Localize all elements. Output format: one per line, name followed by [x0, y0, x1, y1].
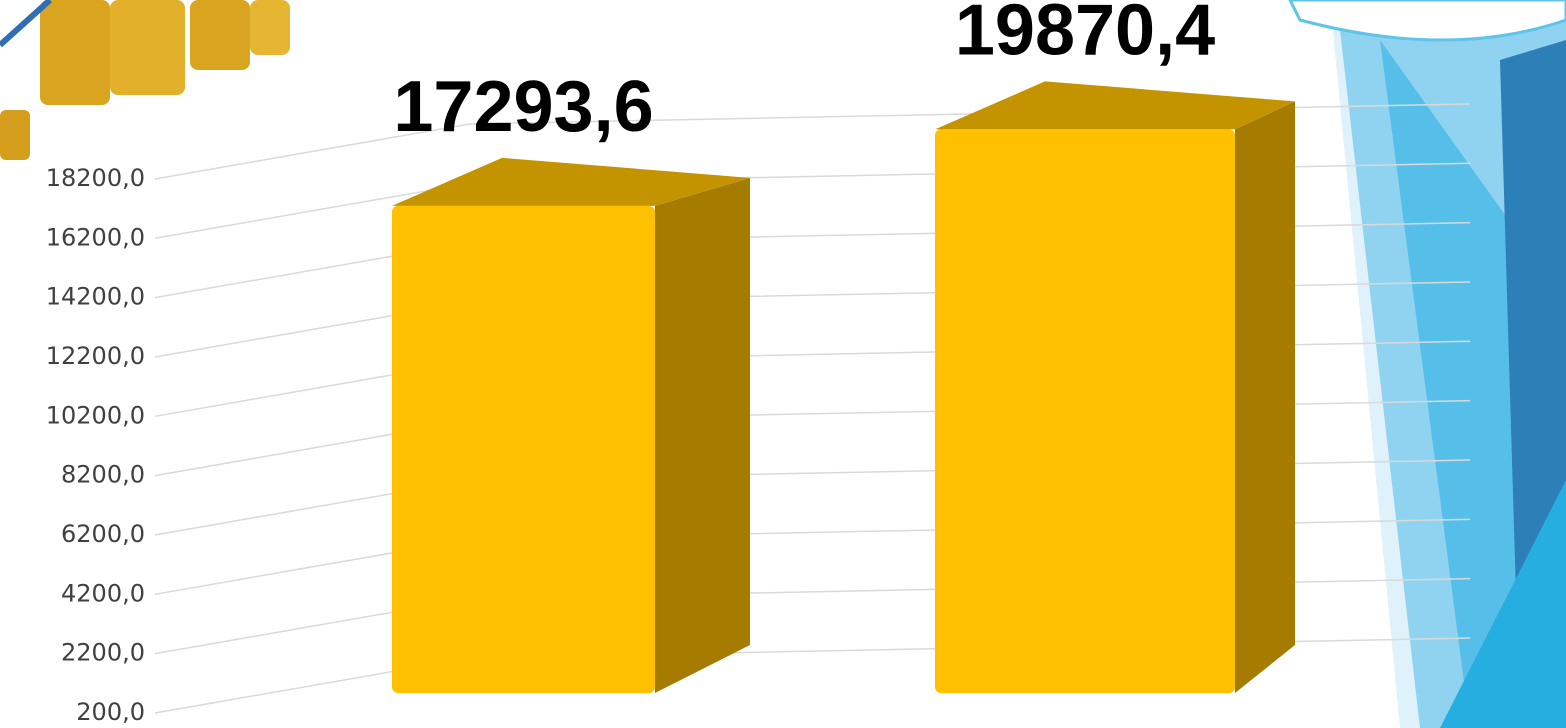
decor-triangle — [1440, 480, 1566, 728]
y-tick-label: 16200,0 — [46, 223, 145, 251]
bar-top — [935, 81, 1295, 130]
bars — [392, 81, 1295, 693]
bar-side — [1235, 101, 1295, 693]
bar-side — [655, 177, 750, 693]
y-tick-label: 18200,0 — [46, 164, 145, 192]
value-label: 17293,6 — [393, 67, 653, 147]
y-tick-label: 8200,0 — [61, 461, 145, 489]
y-tick-label: 200,0 — [76, 698, 145, 726]
value-label: 19870,4 — [955, 0, 1215, 70]
speech-bubble — [1288, 0, 1566, 42]
y-tick-label: 10200,0 — [46, 401, 145, 429]
bar — [392, 205, 655, 693]
y-tick-label: 14200,0 — [46, 283, 145, 311]
coins — [0, 0, 290, 160]
bar — [935, 129, 1235, 693]
bar-top — [392, 157, 750, 206]
y-tick-label: 2200,0 — [61, 639, 145, 667]
y-tick-label: 6200,0 — [61, 520, 145, 548]
y-tick-label: 4200,0 — [61, 579, 145, 607]
y-tick-label: 12200,0 — [46, 342, 145, 370]
